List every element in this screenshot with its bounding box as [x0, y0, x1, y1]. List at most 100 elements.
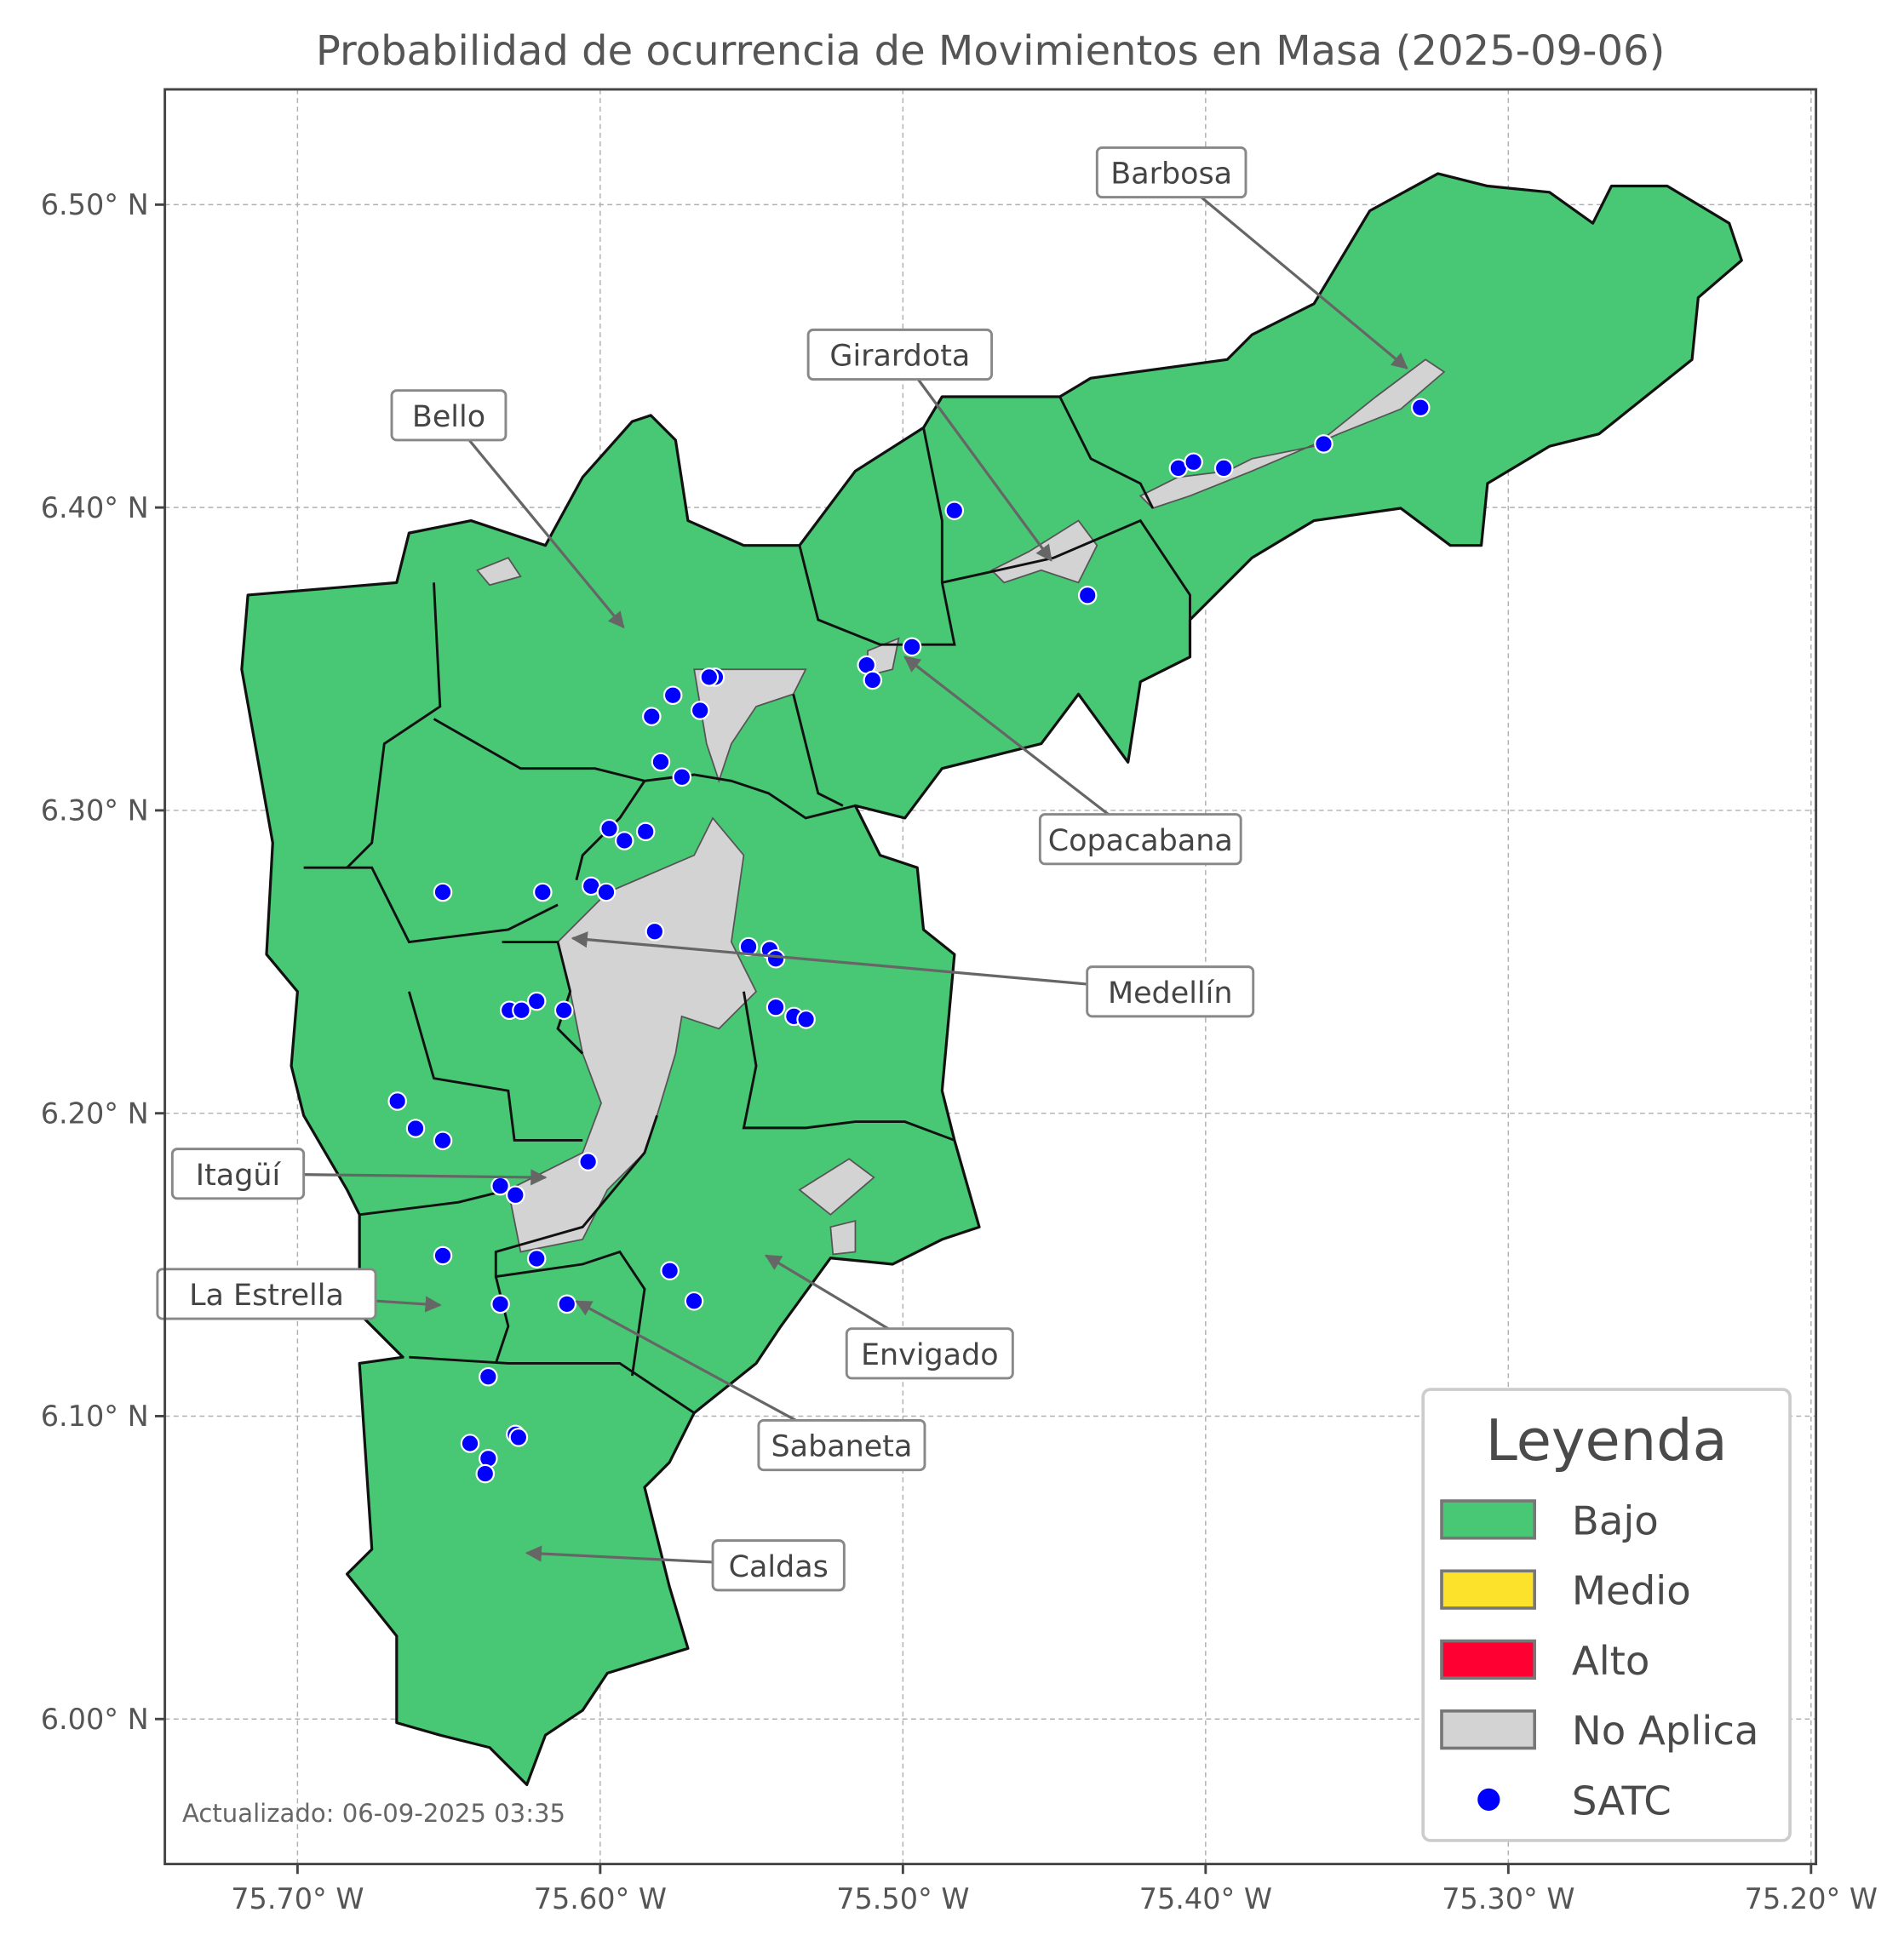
satc-point[interactable] [645, 921, 665, 942]
satc-point[interactable] [1314, 434, 1333, 454]
annotation-girardota: Girardota [806, 328, 1052, 562]
annotation-arrow [571, 931, 1171, 993]
satc-point[interactable] [766, 997, 786, 1017]
annotation-label: Copacabana [1048, 824, 1233, 858]
update-timestamp: Actualizado: 06-09-2025 03:35 [182, 1799, 565, 1828]
satc-point[interactable] [553, 1000, 574, 1021]
satc-point[interactable] [433, 882, 453, 902]
annotation-label: Girardota [829, 340, 970, 374]
annotation-label: Itagüí [196, 1159, 282, 1193]
satc-point[interactable] [642, 707, 662, 726]
satc-point[interactable] [508, 1428, 529, 1447]
annotation-box [170, 1148, 306, 1200]
satc-point[interactable] [902, 637, 922, 657]
annotation-label: Sabaneta [771, 1430, 913, 1464]
satc-point[interactable] [433, 1131, 453, 1151]
axis-ticks: 75.70° W 75.60° W 75.50° W 75.40° W 75.30° W… [41, 188, 1878, 1915]
annotation-box [1095, 146, 1247, 199]
region-no-aplica [476, 358, 1446, 1256]
satc-point[interactable] [651, 752, 671, 772]
legend: Leyenda Bajo Medio Alto No Aplica SATC [1421, 1388, 1792, 1842]
satc-point[interactable] [596, 882, 617, 902]
annotation-box [711, 1539, 846, 1592]
satc-point[interactable] [1410, 398, 1431, 418]
satc-point[interactable] [405, 1119, 426, 1138]
x-tick-label: 75.40° W [1139, 1882, 1272, 1915]
satc-point[interactable] [433, 1245, 453, 1266]
annotation-label: Medellín [1108, 976, 1233, 1011]
annotation-label: Envigado [861, 1338, 999, 1372]
legend-label: Bajo [1572, 1497, 1659, 1543]
legend-swatch-satc [1477, 1788, 1500, 1811]
satc-point[interactable] [684, 1291, 704, 1311]
annotation-arrow [447, 414, 625, 629]
annotation-box [845, 1327, 1014, 1380]
annotation-box [757, 1418, 926, 1472]
satc-point[interactable] [672, 767, 692, 787]
satc-point[interactable] [796, 1010, 816, 1029]
x-tick-label: 75.20° W [1745, 1882, 1878, 1915]
satc-point[interactable] [863, 670, 883, 690]
annotation-envigado: Envigado [764, 1254, 1014, 1380]
satc-point[interactable] [387, 1091, 407, 1111]
annotation-box [156, 1268, 377, 1320]
satc-point[interactable] [635, 822, 656, 842]
annotation-copacabana: Copacabana [903, 656, 1242, 866]
satc-point[interactable] [506, 1185, 525, 1205]
legend-label: SATC [1572, 1778, 1672, 1824]
x-tick-label: 75.60° W [534, 1882, 667, 1915]
annotation-arrow [898, 353, 1052, 562]
annotation-label: Bello [412, 400, 485, 434]
annotation-box [1086, 965, 1255, 1018]
satc-point[interactable] [1213, 458, 1234, 478]
satc-point[interactable] [615, 831, 634, 850]
annotation-bello: Bello [390, 389, 625, 629]
y-tick-label: 6.00° N [41, 1703, 149, 1736]
satc-point[interactable] [599, 818, 619, 839]
satc-point[interactable] [479, 1366, 498, 1387]
annotation-arrow [903, 656, 1142, 840]
x-tick-label: 75.30° W [1442, 1882, 1574, 1915]
legend-label: Alto [1572, 1638, 1650, 1684]
y-tick-label: 6.50° N [41, 188, 149, 221]
annotation-box [806, 328, 994, 381]
x-tick-label: 75.70° W [231, 1882, 364, 1915]
annotation-label: Barbosa [1110, 157, 1232, 192]
y-tick-label: 6.20° N [41, 1096, 149, 1130]
annotation-label: Caldas [729, 1550, 829, 1584]
annotation-itag-: Itagüí [170, 1148, 548, 1200]
satc-point[interactable] [526, 991, 547, 1011]
municipal-boundaries [303, 396, 1191, 1414]
satc-point[interactable] [1077, 586, 1098, 605]
satc-point[interactable] [662, 685, 683, 706]
y-tick-label: 6.40° N [41, 491, 149, 524]
legend-swatch-bajo [1440, 1499, 1537, 1540]
annotation-sabaneta: Sabaneta [575, 1300, 926, 1472]
satc-point[interactable] [660, 1261, 680, 1280]
satc-point[interactable] [512, 1000, 531, 1021]
satc-point[interactable] [490, 1294, 510, 1314]
satc-point[interactable] [699, 667, 720, 687]
satc-point[interactable] [766, 948, 786, 969]
legend-title: Leyenda [1486, 1407, 1728, 1474]
satc-point[interactable] [475, 1463, 496, 1484]
legend-swatch-alto [1440, 1639, 1537, 1680]
satc-point[interactable] [578, 1152, 598, 1171]
y-tick-label: 6.30° N [41, 794, 149, 827]
x-tick-label: 75.50° W [836, 1882, 969, 1915]
annotation-la-estrella: La Estrella [156, 1268, 442, 1320]
municipality-regions [240, 172, 1743, 1787]
legend-label: No Aplica [1572, 1708, 1759, 1754]
satc-point[interactable] [690, 701, 710, 720]
satc-point[interactable] [1184, 452, 1203, 472]
satc-point[interactable] [738, 936, 759, 957]
map-title: Probabilidad de ocurrencia de Movimiento… [316, 27, 1665, 75]
annotation-arrow [1170, 171, 1408, 369]
satc-point[interactable] [533, 882, 553, 902]
satc-point[interactable] [526, 1249, 547, 1268]
satc-point[interactable] [460, 1434, 480, 1453]
satc-point[interactable] [944, 501, 965, 520]
legend-swatch-no-aplica [1440, 1709, 1537, 1750]
satc-point[interactable] [557, 1294, 577, 1314]
